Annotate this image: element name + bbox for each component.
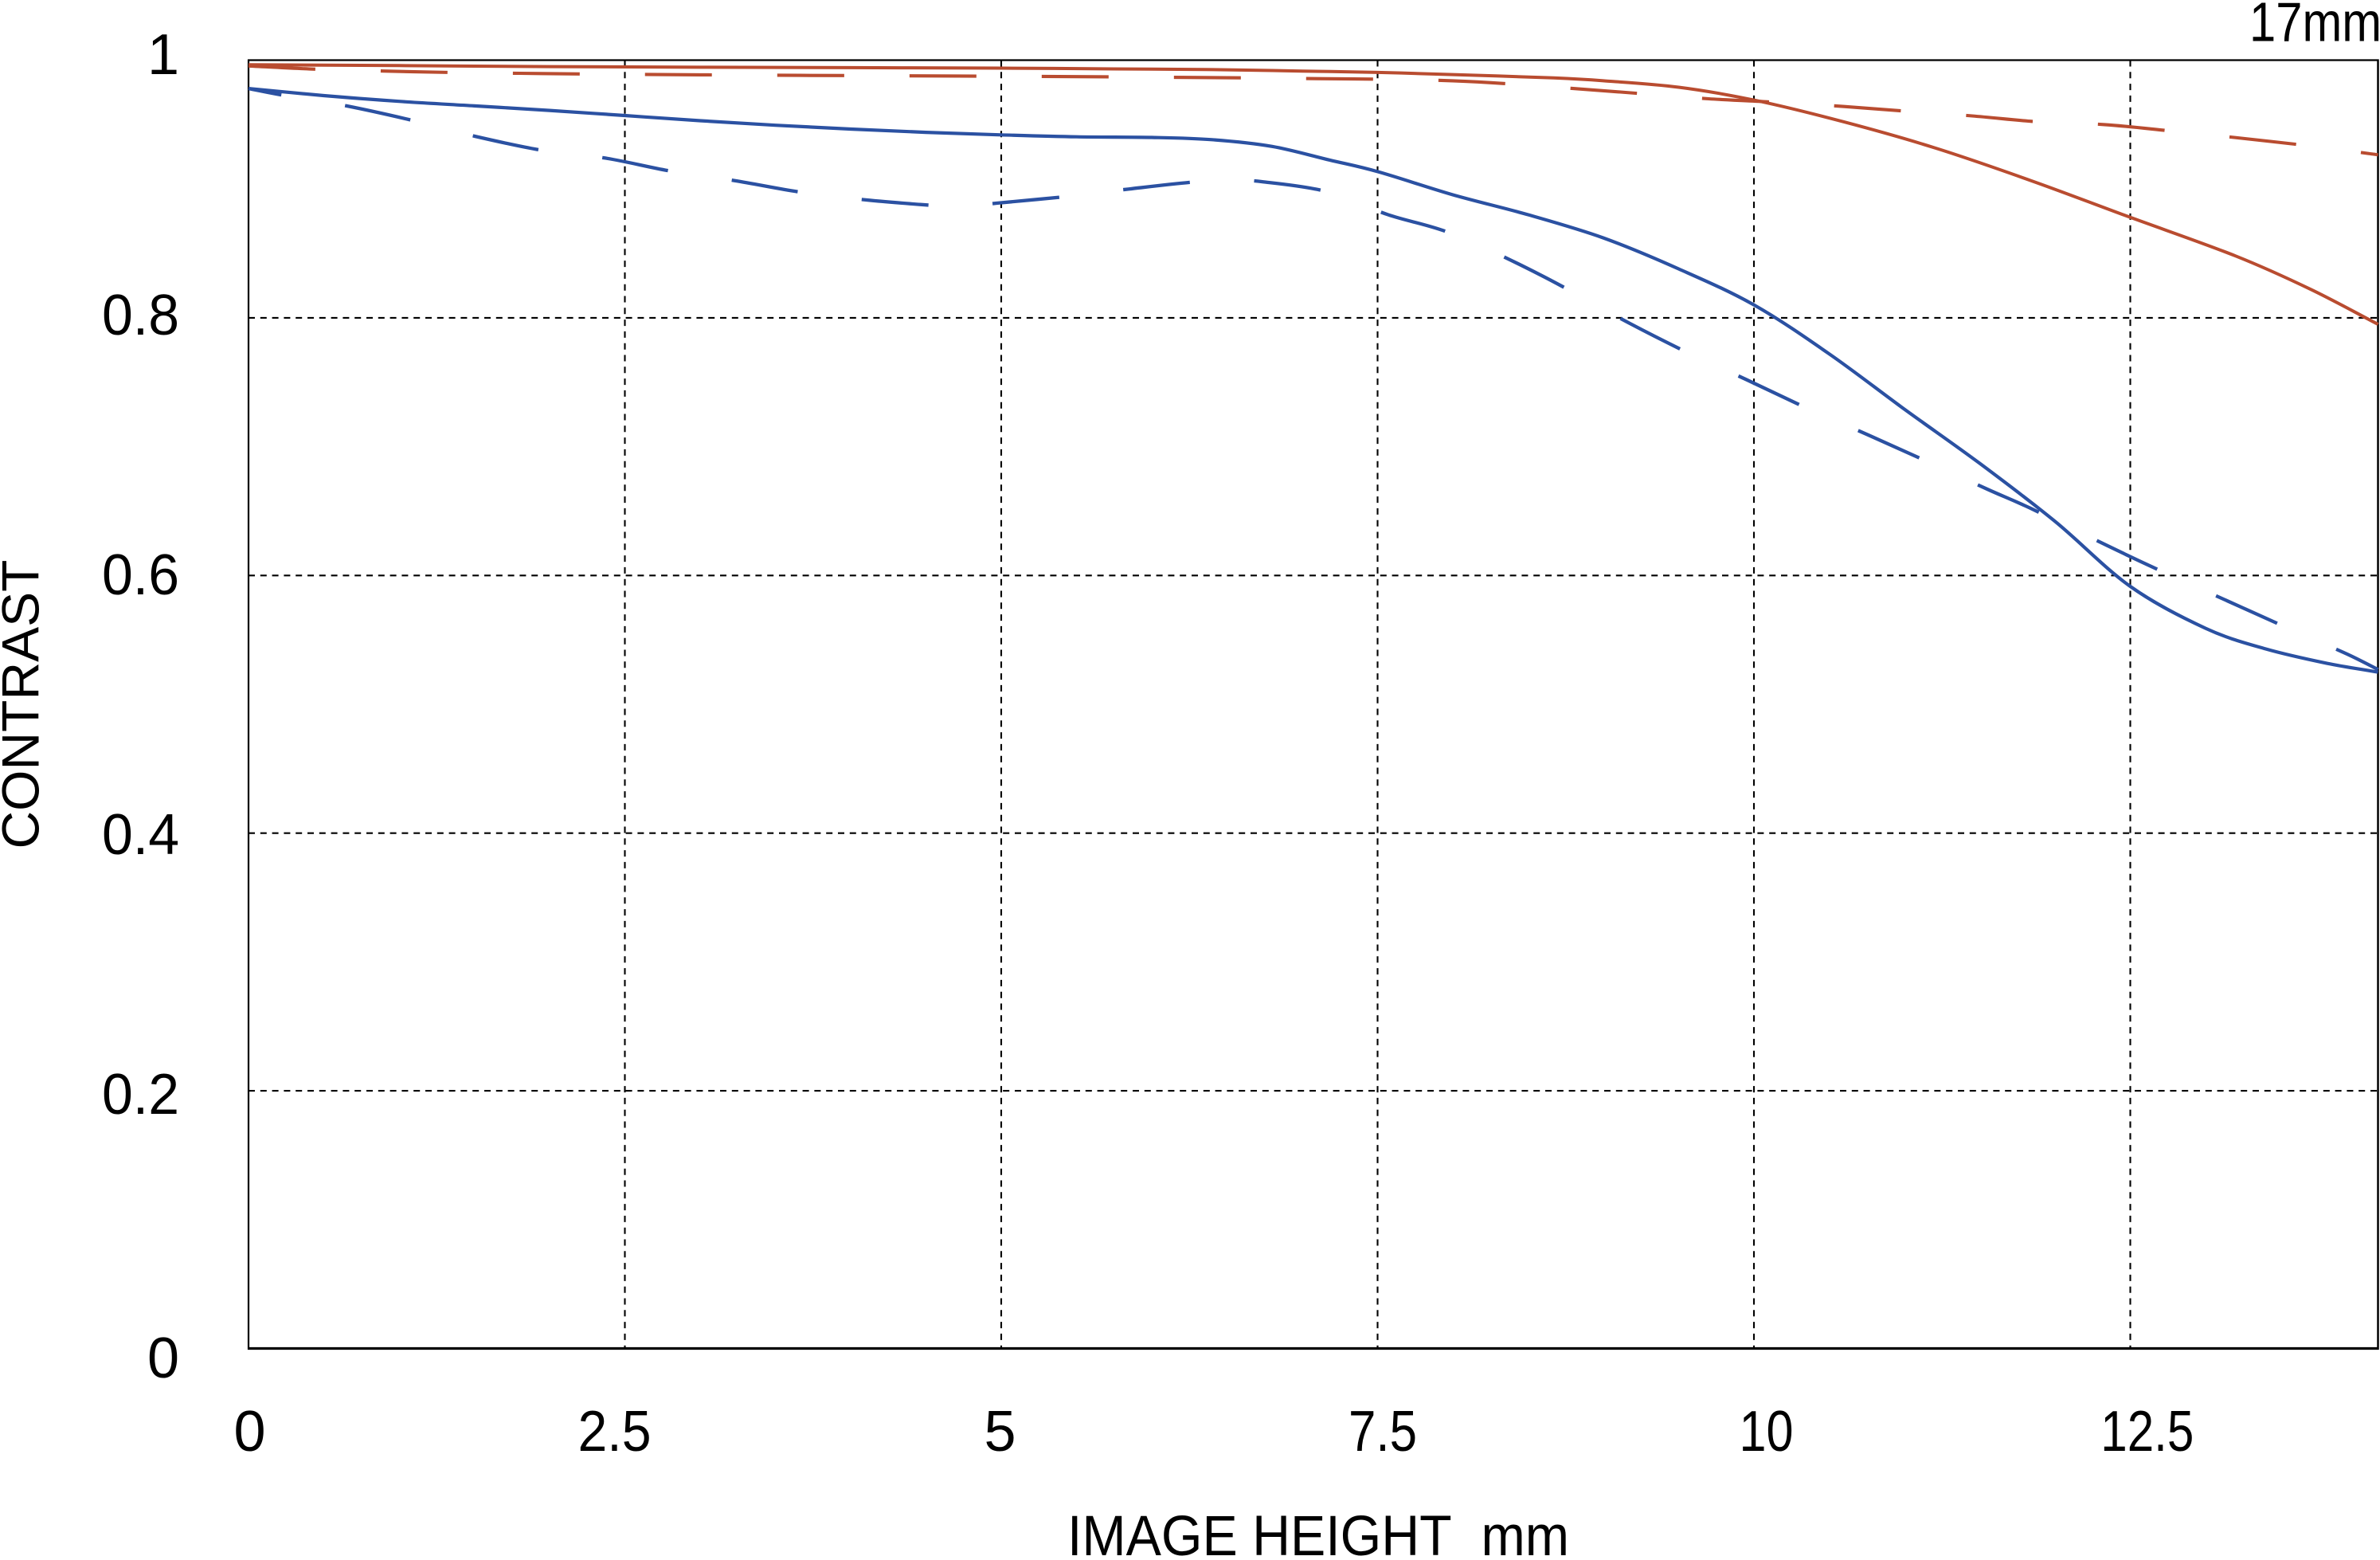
svg-text:1: 1 (147, 23, 179, 87)
svg-text:0.4: 0.4 (102, 803, 179, 867)
svg-text:2.5: 2.5 (578, 1400, 652, 1464)
svg-text:0: 0 (147, 1327, 179, 1390)
svg-text:IMAGE HEIGHT mm: IMAGE HEIGHT mm (1067, 1505, 1569, 1556)
svg-text:17mm: 17mm (2249, 0, 2380, 53)
svg-text:0.6: 0.6 (102, 543, 179, 607)
svg-text:CONTRAST: CONTRAST (0, 560, 50, 849)
svg-text:5: 5 (984, 1400, 1016, 1464)
svg-text:0.2: 0.2 (102, 1063, 179, 1127)
svg-text:7.5: 7.5 (1349, 1400, 1417, 1464)
svg-text:12.5: 12.5 (2100, 1400, 2194, 1464)
svg-text:0.8: 0.8 (102, 284, 179, 347)
svg-text:10: 10 (1740, 1400, 1794, 1464)
svg-text:0: 0 (233, 1400, 265, 1464)
